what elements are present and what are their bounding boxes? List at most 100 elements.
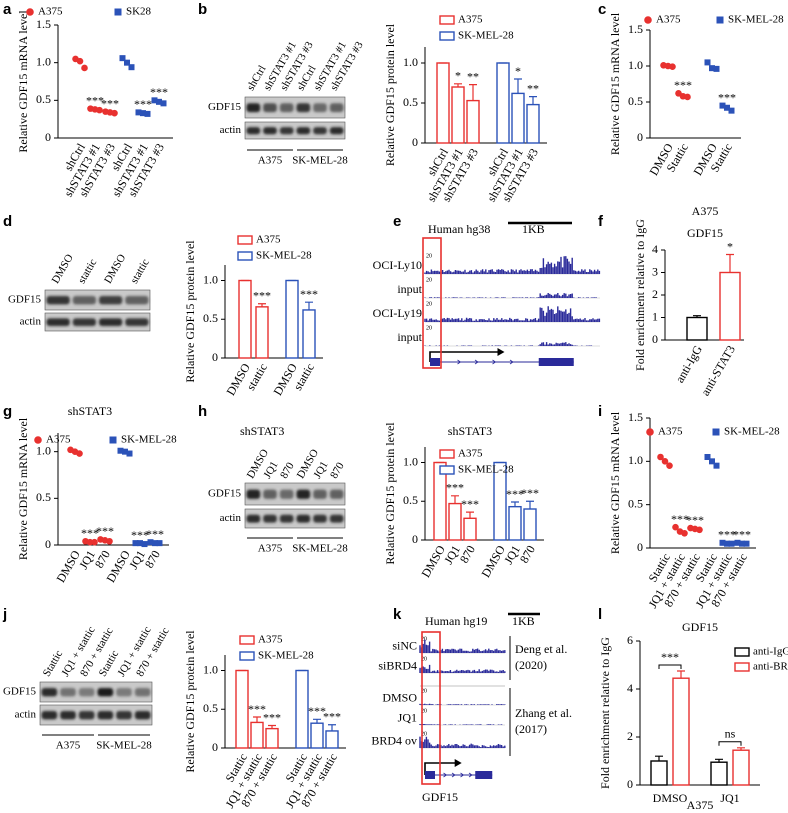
- track-scale: 20: [426, 253, 432, 259]
- track-title: Human hg38: [428, 222, 490, 236]
- data-point: [141, 541, 148, 548]
- data-point: [152, 540, 158, 547]
- tss-arrowhead: [497, 348, 505, 356]
- blot-band: [72, 318, 96, 326]
- panel-letter: g: [3, 403, 12, 420]
- x-tick-label: DMSO: [653, 791, 688, 805]
- blot-membrane: [244, 508, 346, 529]
- y-axis-label: Relative GDF15 protein level: [383, 422, 397, 565]
- lane-label: DMSO: [102, 252, 128, 286]
- blot-band: [329, 514, 344, 523]
- y-axis-label: Relative GDF15 mRNA level: [608, 411, 622, 554]
- error-bar: [313, 718, 321, 724]
- data-point: [76, 57, 84, 65]
- legend-label: A375: [258, 634, 283, 646]
- data-point: [657, 453, 664, 461]
- gene-strand: [492, 359, 497, 365]
- blot-band: [296, 127, 311, 135]
- significance-label: ***: [81, 526, 99, 540]
- error-bar: [715, 758, 723, 763]
- x-tick-label: 870: [457, 543, 478, 566]
- blot-band: [296, 489, 311, 499]
- y-axis-label: Relative GDF15 protein level: [383, 23, 397, 166]
- significance-label: ***: [101, 96, 119, 110]
- bar: [436, 62, 450, 144]
- track-label: BRD4 ov: [371, 733, 417, 747]
- track-signal: [424, 342, 593, 346]
- row-label: GDF15: [208, 488, 242, 500]
- y-tick-label: 1.5: [628, 22, 643, 36]
- significance-label: ***: [461, 497, 479, 511]
- track-signal: [419, 703, 506, 705]
- gene-strand: [451, 772, 456, 778]
- bar: [295, 669, 309, 749]
- track-label: OCI-Ly10: [373, 258, 422, 272]
- group-label: A375: [258, 543, 283, 555]
- track-scale: 20: [421, 731, 427, 737]
- error-bar: [693, 315, 701, 318]
- panel-letter: e: [393, 213, 401, 230]
- track-signal: [424, 256, 601, 274]
- data-point: [669, 63, 676, 71]
- y-tick-label: 1.0: [628, 453, 643, 467]
- data-point: [137, 540, 143, 547]
- data-point: [696, 526, 703, 534]
- blot-band: [46, 296, 70, 305]
- bar: [672, 677, 690, 786]
- group-label: A375: [56, 740, 81, 752]
- track-signal: [424, 306, 601, 322]
- bar: [255, 306, 269, 359]
- blot-band: [246, 514, 261, 523]
- x-tick-label: JQ1: [720, 791, 739, 805]
- data-point: [713, 462, 720, 469]
- blot-membrane: [244, 96, 346, 119]
- track-signal: [419, 664, 506, 673]
- track-signal: [419, 724, 503, 725]
- data-point: [704, 454, 711, 460]
- blot-band: [246, 127, 261, 135]
- group-label: SK-MEL-28: [96, 740, 152, 752]
- legend-label: A375: [458, 14, 483, 26]
- gene-strand: [468, 772, 473, 778]
- significance-label: ns: [725, 727, 736, 741]
- significance-label: ***: [150, 85, 168, 99]
- blot-band: [99, 318, 123, 326]
- legend-marker: [716, 16, 724, 24]
- blot-band: [313, 127, 327, 135]
- blot-band: [263, 127, 277, 135]
- legend-label: SK-MEL-28: [258, 650, 314, 662]
- legend-label: A375: [38, 6, 63, 18]
- significance-label: ***: [300, 287, 318, 301]
- error-bar: [253, 716, 261, 723]
- track-signal: [424, 293, 597, 298]
- error-bar: [677, 670, 685, 679]
- bar: [523, 508, 537, 541]
- reference-label: (2020): [515, 658, 547, 672]
- significance-label: *: [455, 69, 461, 83]
- data-point: [124, 59, 130, 66]
- track-label: OCI-Ly19: [373, 306, 422, 320]
- track-label: siNC: [392, 638, 417, 652]
- track-title: Human hg19: [425, 614, 487, 628]
- data-point: [709, 458, 715, 465]
- error-bar: [268, 724, 276, 729]
- bar: [511, 92, 525, 144]
- data-point: [672, 523, 679, 531]
- panel-letter: j: [2, 606, 7, 623]
- blot-band: [78, 688, 95, 697]
- gene-exon: [538, 358, 574, 366]
- y-tick-label: 0.5: [203, 311, 218, 325]
- gene-exon: [425, 771, 435, 779]
- legend-marker: [439, 449, 455, 459]
- reference-label: Deng et al.: [515, 642, 567, 656]
- scale-label: 1KB: [522, 222, 545, 236]
- track-scale: 20: [421, 708, 427, 714]
- data-point: [704, 59, 711, 66]
- blot-membrane: [44, 289, 151, 311]
- legend-marker: [26, 8, 34, 16]
- legend-marker: [114, 8, 122, 16]
- x-tick-label: 870: [517, 543, 538, 566]
- error-bar: [451, 495, 459, 504]
- legend-label: SK28: [126, 6, 152, 18]
- data-point: [119, 55, 126, 62]
